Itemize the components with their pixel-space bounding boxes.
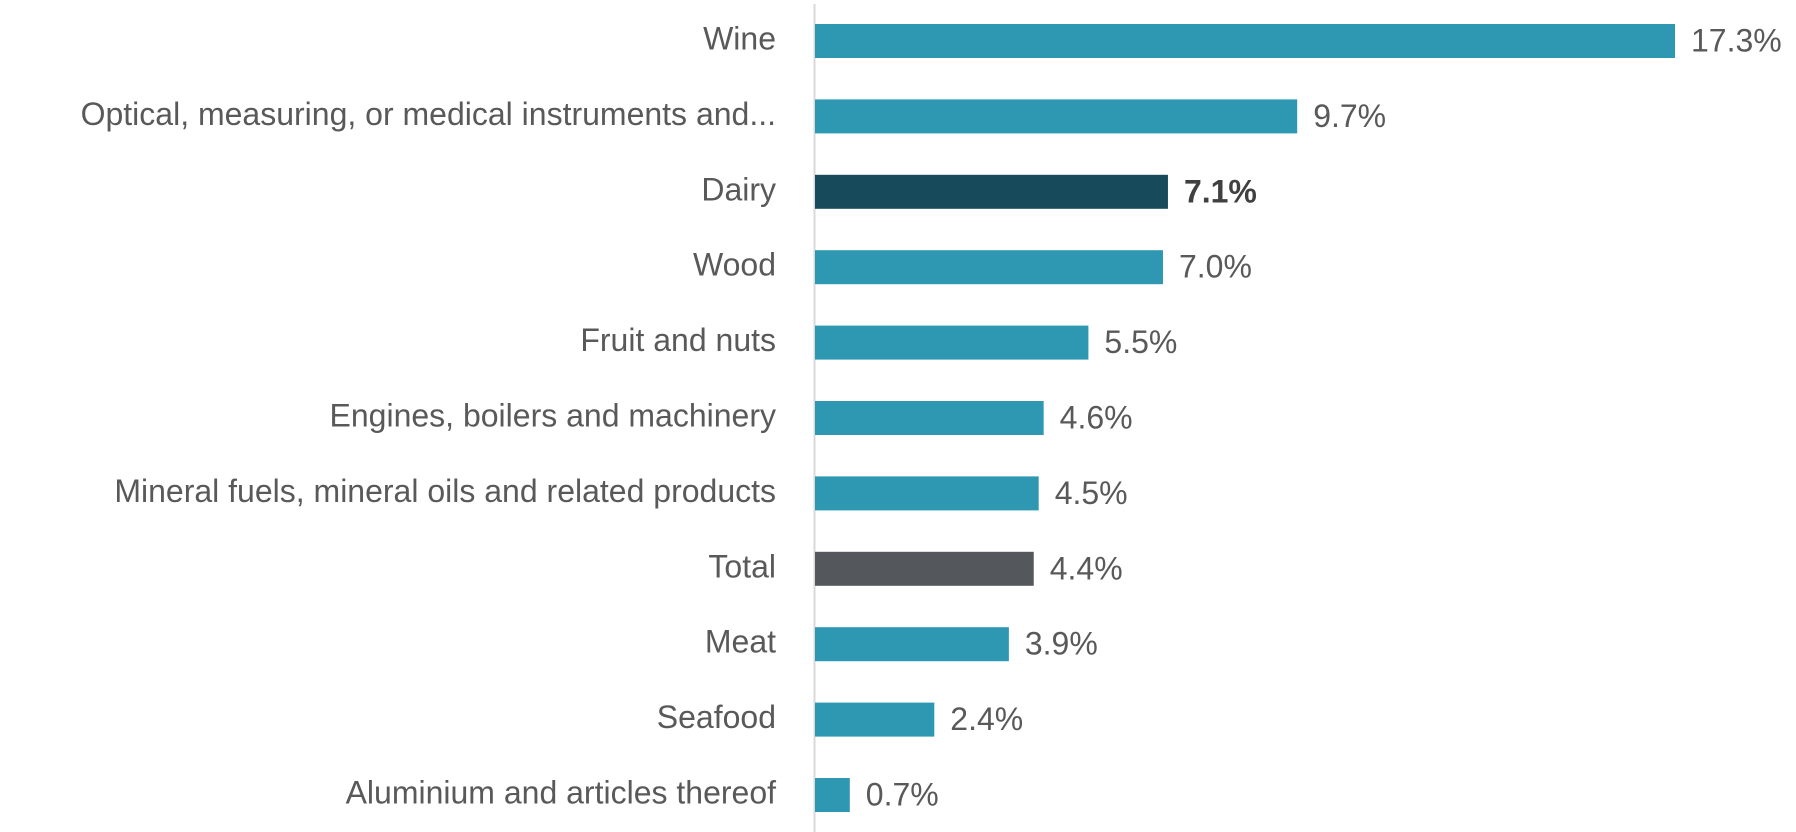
category-label: Aluminium and articles thereof [346, 774, 777, 810]
data-label: 7.0% [1179, 249, 1252, 285]
data-label: 3.9% [1025, 626, 1098, 662]
data-label: 2.4% [950, 701, 1023, 737]
data-label: 17.3% [1691, 22, 1782, 58]
data-label: 4.4% [1050, 550, 1123, 586]
category-label: Dairy [701, 171, 776, 207]
category-label: Wine [703, 20, 776, 56]
category-label: Optical, measuring, or medical instrumen… [81, 96, 776, 132]
bar [815, 99, 1298, 134]
data-label: 0.7% [866, 776, 939, 812]
data-label: 5.5% [1104, 324, 1177, 360]
bar [815, 174, 1168, 209]
bar [815, 325, 1089, 360]
bar [815, 627, 1009, 662]
bar [815, 476, 1039, 511]
category-label: Total [708, 548, 776, 584]
bar [815, 401, 1044, 435]
bar [815, 702, 935, 737]
bar [815, 24, 1675, 58]
category-label: Engines, boilers and machinery [330, 397, 776, 433]
category-label: Mineral fuels, mineral oils and related … [114, 473, 776, 509]
data-label: 9.7% [1313, 98, 1386, 134]
category-label: Wood [693, 247, 776, 283]
data-label: 4.5% [1055, 475, 1128, 511]
category-label: Meat [705, 624, 776, 660]
bar [815, 551, 1034, 586]
bar [815, 250, 1163, 285]
category-label: Seafood [657, 699, 776, 735]
category-label: Fruit and nuts [580, 322, 776, 358]
data-label: 4.6% [1060, 399, 1133, 435]
data-label: 7.1% [1184, 173, 1257, 209]
bar [815, 778, 850, 812]
